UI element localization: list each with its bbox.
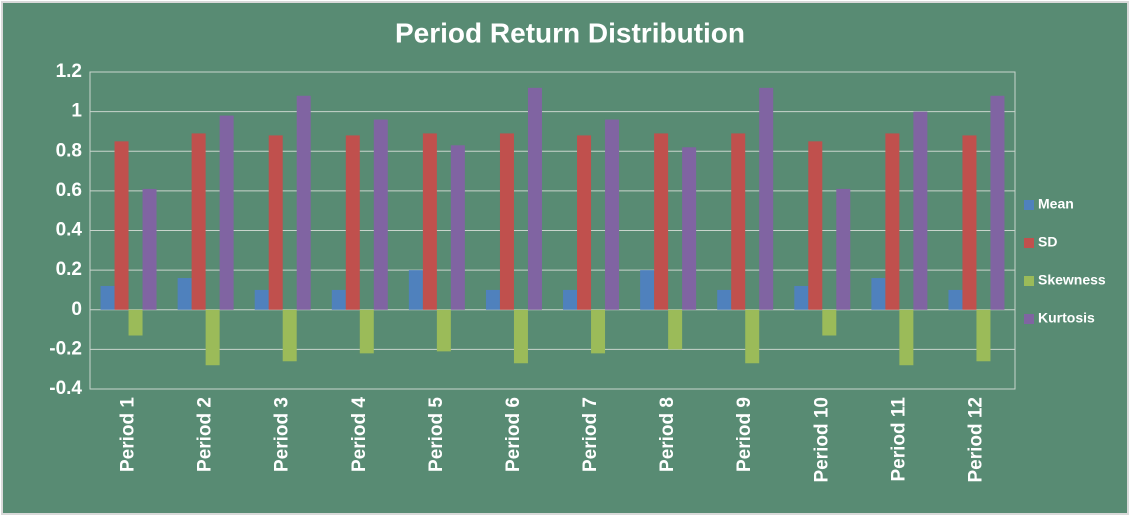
y-tick-label: 0.8: [56, 140, 82, 161]
legend-swatch: [1024, 314, 1034, 324]
bar: [142, 188, 157, 310]
bar: [654, 133, 669, 310]
x-tick-label: Period 12: [965, 397, 986, 483]
x-tick-label: Period 2: [195, 397, 216, 472]
bar: [563, 289, 578, 310]
bar: [668, 309, 683, 350]
bar: [191, 133, 206, 310]
bar: [899, 309, 914, 366]
x-tick-label: Period 4: [349, 397, 370, 472]
x-tick-label: Period 5: [426, 397, 447, 472]
bar: [577, 135, 592, 310]
bar: [331, 289, 346, 310]
bar: [605, 119, 620, 310]
x-tick-label: Period 3: [272, 397, 293, 472]
x-tick-label: Period 9: [734, 397, 755, 472]
bar: [990, 95, 1005, 310]
x-tick-label: Period 1: [118, 397, 139, 472]
y-tick-label: 0: [71, 299, 82, 320]
legend-label: SD: [1038, 234, 1057, 250]
bar: [717, 289, 732, 310]
bar: [499, 133, 514, 310]
y-tick-label: 1.2: [56, 61, 82, 82]
bar: [436, 309, 451, 352]
bar: [177, 278, 192, 310]
bar: [422, 133, 437, 310]
bar: [268, 135, 283, 310]
legend-swatch: [1024, 276, 1034, 286]
bar: [408, 270, 423, 310]
y-tick-label: -0.4: [49, 378, 82, 399]
x-tick-label: Period 6: [503, 397, 524, 472]
bar: [345, 135, 360, 310]
bar: [513, 309, 528, 364]
y-tick-label: 1: [71, 101, 82, 122]
bar: [219, 115, 234, 310]
y-tick-label: -0.2: [49, 338, 82, 359]
y-tick-label: 0.2: [56, 259, 82, 280]
legend-label: Kurtosis: [1038, 310, 1095, 326]
bar: [485, 289, 500, 310]
y-tick-label: 0.4: [56, 220, 83, 241]
bar: [114, 141, 129, 310]
x-tick-label: Period 7: [580, 397, 601, 472]
bar: [976, 309, 991, 362]
bar: [962, 135, 977, 310]
bar: [759, 87, 774, 310]
bar: [808, 141, 823, 310]
x-tick-label: Period 8: [657, 397, 678, 472]
bar: [822, 309, 837, 336]
bar: [745, 309, 760, 364]
bar: [128, 309, 143, 336]
bar: [205, 309, 220, 366]
bar: [359, 309, 374, 354]
bar: [871, 278, 886, 310]
bar: [885, 133, 900, 310]
chart-title: Period Return Distribution: [395, 17, 745, 48]
bar: [282, 309, 297, 362]
bar: [591, 309, 606, 354]
y-tick-label: 0.6: [56, 180, 82, 201]
bar: [948, 289, 963, 310]
bar: [100, 285, 115, 310]
bar: [450, 145, 465, 310]
legend-label: Mean: [1038, 196, 1074, 212]
bar: [913, 111, 928, 310]
bar: [682, 147, 697, 310]
x-tick-label: Period 11: [888, 397, 909, 482]
x-tick-label: Period 10: [811, 397, 832, 483]
legend-label: Skewness: [1038, 272, 1106, 288]
bar: [731, 133, 746, 310]
bar: [836, 188, 851, 310]
bar: [640, 270, 655, 310]
legend-swatch: [1024, 200, 1034, 210]
bar: [794, 285, 809, 310]
bar: [527, 87, 542, 310]
bar: [296, 95, 311, 310]
legend-swatch: [1024, 238, 1034, 248]
bar: [254, 289, 269, 310]
bar: [373, 119, 388, 310]
